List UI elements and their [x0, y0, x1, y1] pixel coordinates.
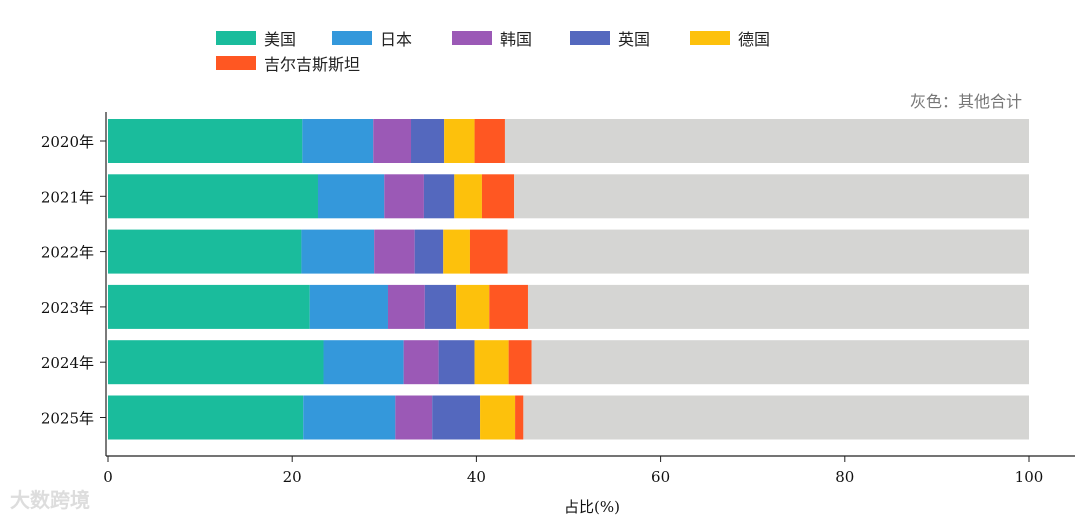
- x-tick-label: 80: [835, 468, 854, 486]
- bar-segment: [108, 395, 304, 440]
- bar-segment: [108, 119, 303, 163]
- bar-segment: [469, 229, 508, 274]
- bar-segment: [481, 174, 515, 219]
- bar-segment: [456, 284, 490, 329]
- bar-segment: [424, 284, 457, 329]
- bar-segment: [309, 284, 388, 329]
- bar-segment: [474, 340, 509, 385]
- bar-segment: [423, 174, 455, 219]
- legend-swatch: [452, 31, 492, 45]
- legend-swatch: [216, 56, 256, 70]
- bar-segment: [374, 229, 415, 274]
- bar-segment: [480, 395, 516, 440]
- x-tick-label: 100: [1015, 468, 1044, 486]
- y-tick-label: 2022年: [41, 244, 94, 262]
- bar-segment: [108, 229, 302, 274]
- bar-segment: [373, 119, 412, 163]
- legend-swatch: [216, 31, 256, 45]
- bar-segment: [515, 395, 524, 440]
- y-tick-label: 2023年: [41, 299, 94, 317]
- bar-segment: [454, 174, 482, 219]
- y-tick-label: 2021年: [41, 188, 94, 206]
- bar-segment: [514, 174, 1029, 219]
- bar-segment: [474, 119, 505, 163]
- x-tick-label: 40: [467, 468, 486, 486]
- bar-segment: [108, 340, 324, 385]
- x-axis-label: 占比(%): [564, 498, 620, 516]
- legend-item: 韩国: [452, 26, 532, 50]
- legend-label: 日本: [380, 30, 413, 49]
- bar-segment: [444, 119, 475, 163]
- legend-item: 英国: [570, 26, 650, 50]
- bar-segment: [323, 340, 404, 385]
- bar-segment: [504, 119, 1029, 163]
- legend-swatch: [570, 31, 610, 45]
- legend-label: 美国: [264, 30, 297, 49]
- bar-segment: [403, 340, 439, 385]
- bar-segment: [507, 229, 1029, 274]
- bar-segment: [527, 284, 1029, 329]
- x-tick-label: 0: [103, 468, 113, 486]
- bar-segment: [489, 284, 528, 329]
- legend-label: 韩国: [500, 30, 533, 49]
- legend-swatch: [332, 31, 372, 45]
- gray-note: 灰色：其他合计: [909, 92, 1022, 111]
- bar-segment: [387, 284, 425, 329]
- bar-segment: [438, 340, 475, 385]
- bar-segment: [108, 174, 318, 219]
- legend-item: 吉尔吉斯斯坦: [216, 51, 360, 75]
- watermark: 大数跨境: [10, 488, 90, 512]
- legend-label: 吉尔吉斯斯坦: [264, 55, 361, 74]
- y-tick-label: 2024年: [41, 354, 94, 372]
- bar-segment: [432, 395, 481, 440]
- bar-segment: [523, 395, 1029, 440]
- bar-segment: [108, 284, 310, 329]
- legend-item: 德国: [690, 26, 770, 50]
- bar-segment: [414, 229, 444, 274]
- bar-segment: [508, 340, 532, 385]
- bar-segment: [317, 174, 385, 219]
- bar-segment: [531, 340, 1029, 385]
- legend-item: 日本: [332, 26, 412, 50]
- x-tick-label: 60: [651, 468, 670, 486]
- legend-item: 美国: [216, 26, 296, 50]
- bar-segment: [303, 395, 396, 440]
- legend-label: 德国: [738, 30, 771, 49]
- legend-swatch: [690, 31, 730, 45]
- bar-segment: [411, 119, 445, 163]
- legend-label: 英国: [618, 30, 651, 49]
- y-tick-label: 2020年: [41, 133, 94, 151]
- bar-segment: [302, 119, 374, 163]
- bar-segment: [443, 229, 470, 274]
- x-tick-label: 20: [283, 468, 302, 486]
- bar-segment: [395, 395, 433, 440]
- y-tick-label: 2025年: [41, 410, 94, 428]
- bar-segment: [301, 229, 375, 274]
- bar-segment: [384, 174, 424, 219]
